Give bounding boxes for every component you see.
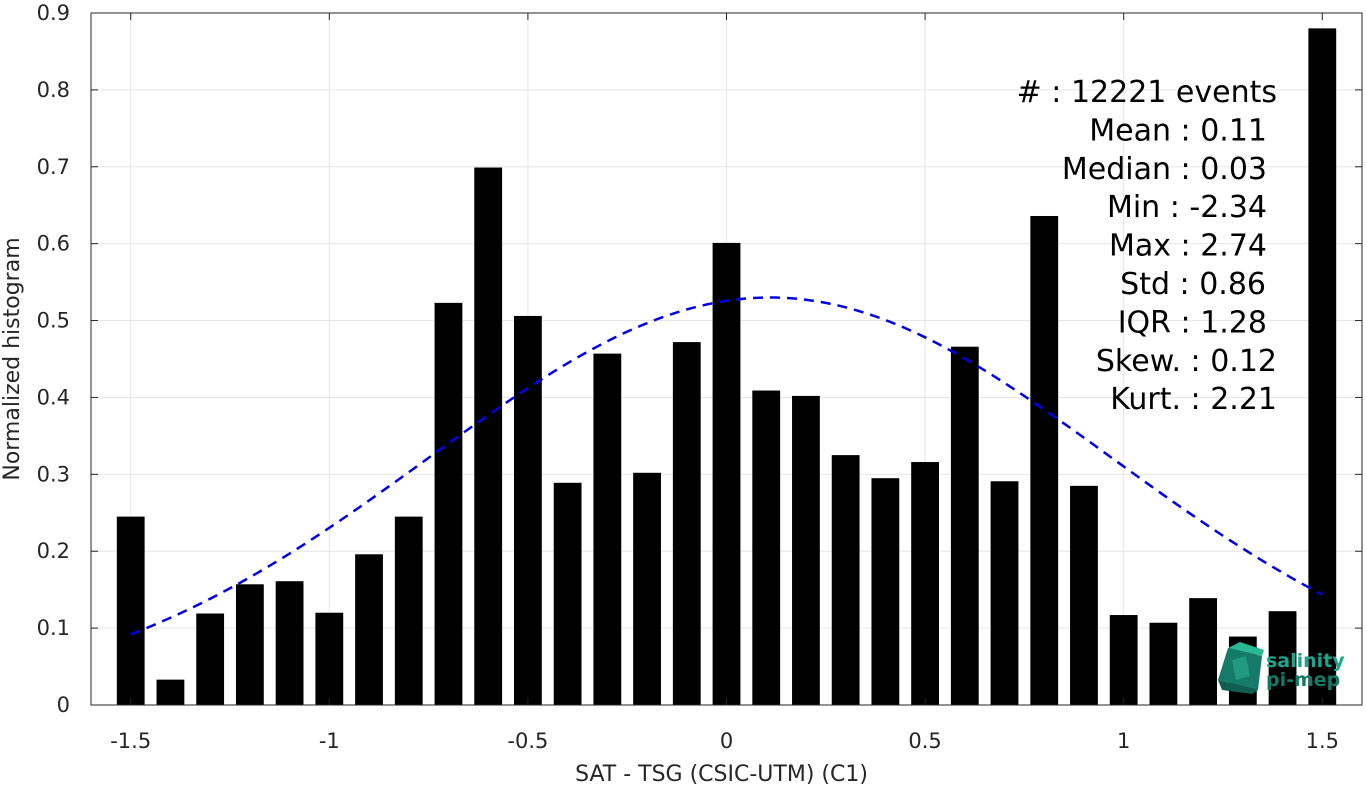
x-tick-label-2: -0.5 (507, 729, 548, 753)
stat-line-5: Std : 0.86 (1120, 267, 1266, 302)
stat-line-7: Skew. : 0.12 (1096, 344, 1277, 379)
histogram-bar-7 (394, 516, 423, 705)
histogram-bar-30 (1308, 28, 1337, 705)
axis-ticks: -1.5 -1 -0.5 0 0.5 1 1.5 0 0.1 0.2 0.3 0.4 0.5 0.6 0.7… (37, 1, 1362, 753)
stat-line-1: Mean : 0.11 (1089, 113, 1267, 148)
x-axis-label: SAT - TSG (CSIC-UTM) (C1) (575, 762, 868, 785)
logo-text-line2: pi-mep (1266, 669, 1340, 691)
histogram-bar-21 (950, 346, 979, 705)
y-axis-label: Normalized histogram (0, 237, 25, 480)
y-tick-label-0: 0 (57, 693, 70, 717)
stat-line-4: Max : 2.74 (1109, 229, 1267, 264)
x-tick-label-1: -1 (319, 729, 340, 753)
stat-line-8: Kurt. : 2.21 (1110, 382, 1277, 417)
y-tick-label-3: 0.3 (37, 462, 70, 486)
x-tick-label-0: -1.5 (110, 729, 151, 753)
histogram-bar-2 (196, 613, 225, 705)
histogram-bar-16 (752, 390, 781, 705)
histogram-bar-19 (871, 478, 900, 705)
histogram-bar-9 (474, 167, 503, 706)
histogram-bar-1 (156, 679, 185, 705)
histogram-bar-4 (275, 581, 304, 705)
histogram-bar-13 (633, 472, 661, 705)
histogram-bar-10 (514, 315, 542, 705)
y-tick-label-1: 0.1 (37, 616, 70, 640)
histogram-bar-17 (792, 395, 820, 705)
histogram-bar-23 (1030, 215, 1059, 705)
x-tick-label-6: 1.5 (1306, 729, 1339, 753)
histogram-bar-6 (355, 554, 383, 705)
histogram-bar-20 (911, 462, 939, 705)
logo-text-line1: salinity (1266, 650, 1345, 672)
y-tick-label-2: 0.2 (37, 539, 70, 563)
histogram-bar-26 (1149, 622, 1178, 705)
y-tick-label-9: 0.9 (37, 1, 70, 25)
y-tick-label-6: 0.6 (37, 232, 70, 256)
histogram-bar-29 (1268, 611, 1297, 705)
y-tick-label-8: 0.8 (37, 78, 70, 102)
x-tick-label-3: 0 (720, 729, 733, 753)
stat-line-2: Median : 0.03 (1062, 152, 1267, 187)
x-tick-label-4: 0.5 (908, 729, 941, 753)
histogram-bar-14 (672, 342, 701, 705)
stat-line-6: IQR : 1.28 (1118, 305, 1267, 340)
histogram-bar-11 (553, 482, 582, 705)
y-tick-label-5: 0.5 (37, 309, 70, 333)
histogram-bar-3 (235, 584, 264, 705)
histogram-bar-15 (712, 242, 741, 706)
histogram-bar-25 (1109, 615, 1138, 705)
histogram-bar-22 (990, 481, 1019, 705)
histogram-bar-12 (593, 353, 622, 705)
bars-group (116, 28, 1337, 706)
y-tick-label-4: 0.4 (37, 385, 70, 409)
y-tick-label-7: 0.7 (37, 155, 70, 179)
x-tick-label-5: 1 (1117, 729, 1130, 753)
gaussian-fit-curve (130, 296, 1323, 636)
logo-cube-icon (1218, 642, 1264, 694)
stat-line-3: Min : -2.34 (1107, 190, 1267, 225)
histogram-bar-24 (1070, 485, 1098, 705)
histogram-bar-5 (315, 612, 344, 705)
histogram-bar-8 (434, 302, 463, 705)
histogram-bar-0 (116, 516, 145, 705)
histogram-bar-27 (1189, 598, 1218, 705)
stat-line-0: # : 12221 events (1017, 75, 1277, 110)
histogram-bar-18 (831, 455, 860, 705)
salinity-pi-mep-logo: salinity pi-mep (1218, 642, 1345, 694)
